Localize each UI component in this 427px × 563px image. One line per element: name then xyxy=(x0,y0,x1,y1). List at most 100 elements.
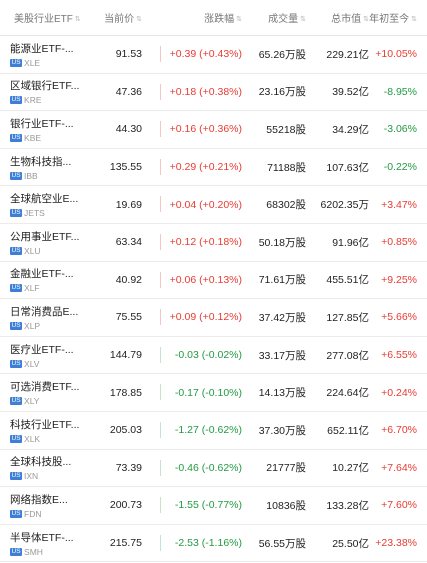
table-row[interactable]: 医疗业ETF-... US XLV 144.79 -0.03 (-0.02%) 33.17… xyxy=(0,337,427,375)
header-market-cap[interactable]: 总市值 ⇅ xyxy=(331,14,369,25)
etf-name[interactable]: 科技行业ETF... xyxy=(10,418,80,431)
etf-name[interactable]: 生物科技指... xyxy=(10,155,72,168)
volume-cell: 21777股 xyxy=(266,462,306,475)
etf-name-cell[interactable]: 网络指数E... US FDN xyxy=(0,492,82,519)
etf-ticker: XLY xyxy=(24,396,40,407)
header-change[interactable]: 涨跌幅 ⇅ xyxy=(204,14,242,25)
sort-arrow-icon[interactable]: ⇅ xyxy=(363,16,369,23)
volume-cell: 33.17万股 xyxy=(258,349,306,362)
etf-name[interactable]: 公用事业ETF... xyxy=(10,230,80,243)
table-row[interactable]: 全球科技股... US IXN 73.39 -0.46 (-0.62%) 21777股 10… xyxy=(0,450,427,488)
table-row[interactable]: 半导体ETF-... US SMH 215.75 -2.53 (-1.16%) 56.55… xyxy=(0,525,427,563)
change-cell: +0.18 (+0.38%) xyxy=(169,85,242,98)
volume-cell: 23.16万股 xyxy=(258,86,306,99)
header-ytd[interactable]: 年初至今 ⇅ xyxy=(369,14,417,25)
etf-name[interactable]: 银行业ETF-... xyxy=(10,117,74,130)
price-cell: 144.79 xyxy=(109,349,142,362)
header-volume[interactable]: 成交量 ⇅ xyxy=(268,14,306,25)
price-cell: 73.39 xyxy=(115,461,142,474)
ytd-cell: +5.66% xyxy=(381,311,417,324)
etf-name-cell[interactable]: 日常消费品E... US XLP xyxy=(0,304,82,331)
volume-cell: 55218股 xyxy=(266,123,306,136)
etf-ticker: KBE xyxy=(24,132,42,143)
change-cell: +0.09 (+0.12%) xyxy=(169,311,242,324)
etf-name-cell[interactable]: 医疗业ETF-... US XLV xyxy=(0,342,82,369)
etf-name-cell[interactable]: 半导体ETF-... US SMH xyxy=(0,530,82,557)
sort-arrow-icon[interactable]: ⇅ xyxy=(74,16,81,23)
table-header: 美股行业ETF ⇅ 当前价 ⇅ 涨跌幅 ⇅ 成交量 ⇅ 总市值 ⇅ 年初至今 ⇅ xyxy=(0,0,427,36)
us-market-badge: US xyxy=(10,359,23,368)
us-market-badge: US xyxy=(10,133,23,142)
table-row[interactable]: 金融业ETF-... US XLF 40.92 +0.06 (+0.13%) 71.61万… xyxy=(0,262,427,300)
etf-ticker: XLP xyxy=(24,320,41,331)
change-divider xyxy=(160,46,161,62)
market-cap-cell: 224.64亿 xyxy=(326,387,369,400)
sort-arrow-icon[interactable]: ⇅ xyxy=(300,16,306,23)
etf-name[interactable]: 全球科技股... xyxy=(10,456,72,469)
change-divider xyxy=(160,83,161,100)
table-row[interactable]: 科技行业ETF... US XLK 205.03 -1.27 (-0.62%) 37.30… xyxy=(0,412,427,450)
header-name[interactable]: 美股行业ETF ⇅ xyxy=(14,14,81,25)
etf-name[interactable]: 半导体ETF-... xyxy=(10,531,74,544)
etf-name-cell[interactable]: 全球航空业E... US JETS xyxy=(0,191,82,218)
etf-ticker: IBB xyxy=(24,170,38,181)
us-market-badge: US xyxy=(10,472,23,481)
etf-name-cell[interactable]: 金融业ETF-... US XLF xyxy=(0,266,82,293)
table-row[interactable]: 可选消费ETF... US XLY 178.85 -0.17 (-0.10%) 14.13… xyxy=(0,374,427,412)
etf-name-cell[interactable]: 全球科技股... US IXN xyxy=(0,454,82,481)
market-cap-cell: 229.21亿 xyxy=(326,48,369,61)
table-row[interactable]: 银行业ETF-... US KBE 44.30 +0.16 (+0.36%) 55218股… xyxy=(0,111,427,149)
change-cell: +0.12 (+0.18%) xyxy=(169,236,242,249)
sort-arrow-icon[interactable]: ⇅ xyxy=(236,16,242,23)
etf-ticker: SMH xyxy=(24,546,43,557)
table-row[interactable]: 网络指数E... US FDN 200.73 -1.55 (-0.77%) 10836股 1… xyxy=(0,487,427,525)
change-divider xyxy=(160,121,161,138)
ytd-cell: -3.06% xyxy=(383,123,417,136)
ytd-cell: -8.95% xyxy=(383,85,417,98)
change-divider xyxy=(160,309,161,326)
header-price[interactable]: 当前价 ⇅ xyxy=(104,14,142,25)
change-divider xyxy=(160,346,161,363)
table-row[interactable]: 生物科技指... US IBB 135.55 +0.29 (+0.21%) 71188股 1… xyxy=(0,149,427,187)
market-cap-cell: 10.27亿 xyxy=(332,462,369,475)
etf-name[interactable]: 金融业ETF-... xyxy=(10,268,74,281)
change-cell: -2.53 (-1.16%) xyxy=(174,537,242,550)
etf-name[interactable]: 日常消费品E... xyxy=(10,305,79,318)
etf-ticker: XLU xyxy=(24,245,41,256)
table-row[interactable]: 日常消费品E... US XLP 75.55 +0.09 (+0.12%) 37.42万股… xyxy=(0,299,427,337)
etf-name[interactable]: 网络指数E... xyxy=(10,493,68,506)
table-row[interactable]: 全球航空业E... US JETS 19.69 +0.04 (+0.20%) 68302股… xyxy=(0,186,427,224)
volume-cell: 37.42万股 xyxy=(258,311,306,324)
table-row[interactable]: 公用事业ETF... US XLU 63.34 +0.12 (+0.18%) 50.18万… xyxy=(0,224,427,262)
change-cell: -0.17 (-0.10%) xyxy=(174,386,242,399)
etf-name-cell[interactable]: 区域银行ETF... US KRE xyxy=(0,78,82,105)
table-row[interactable]: 区域银行ETF... US KRE 47.36 +0.18 (+0.38%) 23.16万… xyxy=(0,74,427,112)
us-market-badge: US xyxy=(10,434,23,443)
change-cell: -1.27 (-0.62%) xyxy=(174,424,242,437)
ytd-cell: +9.25% xyxy=(381,273,417,286)
etf-name-cell[interactable]: 银行业ETF-... US KBE xyxy=(0,116,82,143)
table-body: 能源业ETF-... US XLE 91.53 +0.39 (+0.43%) 65.26万… xyxy=(0,36,427,563)
etf-name-cell[interactable]: 科技行业ETF... US XLK xyxy=(0,417,82,444)
change-divider xyxy=(160,421,161,438)
etf-name-cell[interactable]: 能源业ETF-... US XLE xyxy=(0,41,82,68)
price-cell: 19.69 xyxy=(115,198,142,211)
etf-name-cell[interactable]: 生物科技指... US IBB xyxy=(0,154,82,181)
us-market-badge: US xyxy=(10,284,23,293)
change-divider xyxy=(160,158,161,175)
etf-name[interactable]: 全球航空业E... xyxy=(10,193,79,206)
etf-name[interactable]: 医疗业ETF-... xyxy=(10,343,74,356)
price-cell: 47.36 xyxy=(115,85,142,98)
sort-arrow-icon[interactable]: ⇅ xyxy=(411,16,417,23)
etf-ticker: XLF xyxy=(24,283,40,294)
ytd-cell: +6.55% xyxy=(381,349,417,362)
price-cell: 205.03 xyxy=(109,424,142,437)
sort-arrow-icon[interactable]: ⇅ xyxy=(136,16,142,23)
etf-name-cell[interactable]: 可选消费ETF... US XLY xyxy=(0,379,82,406)
ytd-cell: +3.47% xyxy=(381,198,417,211)
etf-name-cell[interactable]: 公用事业ETF... US XLU xyxy=(0,229,82,256)
etf-name[interactable]: 区域银行ETF... xyxy=(10,80,80,93)
etf-name[interactable]: 可选消费ETF... xyxy=(10,381,80,394)
etf-name[interactable]: 能源业ETF-... xyxy=(10,42,74,55)
table-row[interactable]: 能源业ETF-... US XLE 91.53 +0.39 (+0.43%) 65.26万… xyxy=(0,36,427,74)
